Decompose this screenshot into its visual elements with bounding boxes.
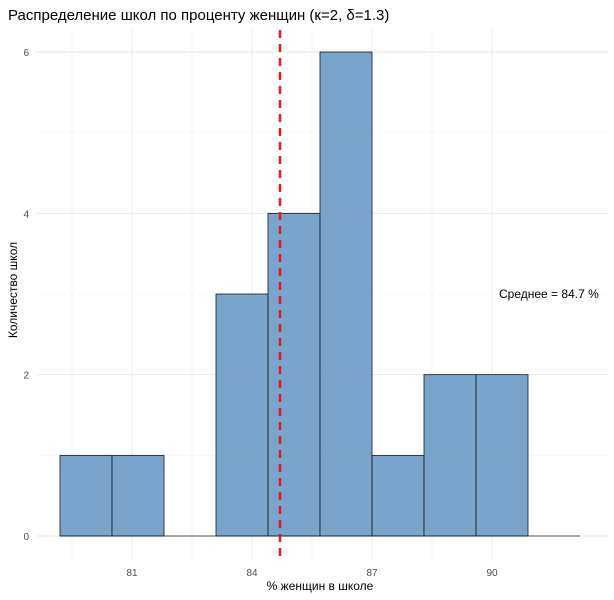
x-tick-label: 81 (126, 568, 138, 579)
y-tick-label: 0 (23, 532, 29, 543)
x-tick-label: 84 (246, 568, 258, 579)
histogram-bar (267, 212, 321, 537)
y-tick-label: 2 (23, 371, 29, 382)
x-tick-label: 90 (486, 568, 498, 579)
histogram-bar (423, 374, 477, 537)
y-axis-label: Количество школ (6, 242, 20, 338)
histogram-bar (111, 454, 165, 537)
histogram-bar (215, 293, 269, 537)
histogram-bar (371, 454, 425, 537)
bars (59, 51, 529, 537)
y-tick-label: 6 (23, 48, 29, 59)
x-tick-labels: 81 84 87 90 (126, 568, 498, 579)
y-tick-labels: 0 2 4 6 (23, 48, 29, 543)
mean-annotation: Среднее = 84.7 % (499, 287, 599, 301)
chart-title: Распределение школ по проценту женщин (к… (8, 7, 389, 24)
x-axis-label: % женщин в школе (267, 579, 374, 593)
x-tick-label: 87 (366, 568, 378, 579)
histogram-bar (59, 454, 113, 537)
y-tick-label: 4 (23, 209, 29, 220)
histogram-bar (475, 374, 529, 537)
histogram-bar (319, 51, 373, 537)
